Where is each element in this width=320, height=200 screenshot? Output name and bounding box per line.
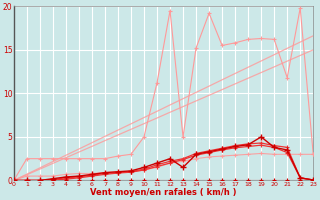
X-axis label: Vent moyen/en rafales ( km/h ): Vent moyen/en rafales ( km/h ) [90, 188, 237, 197]
